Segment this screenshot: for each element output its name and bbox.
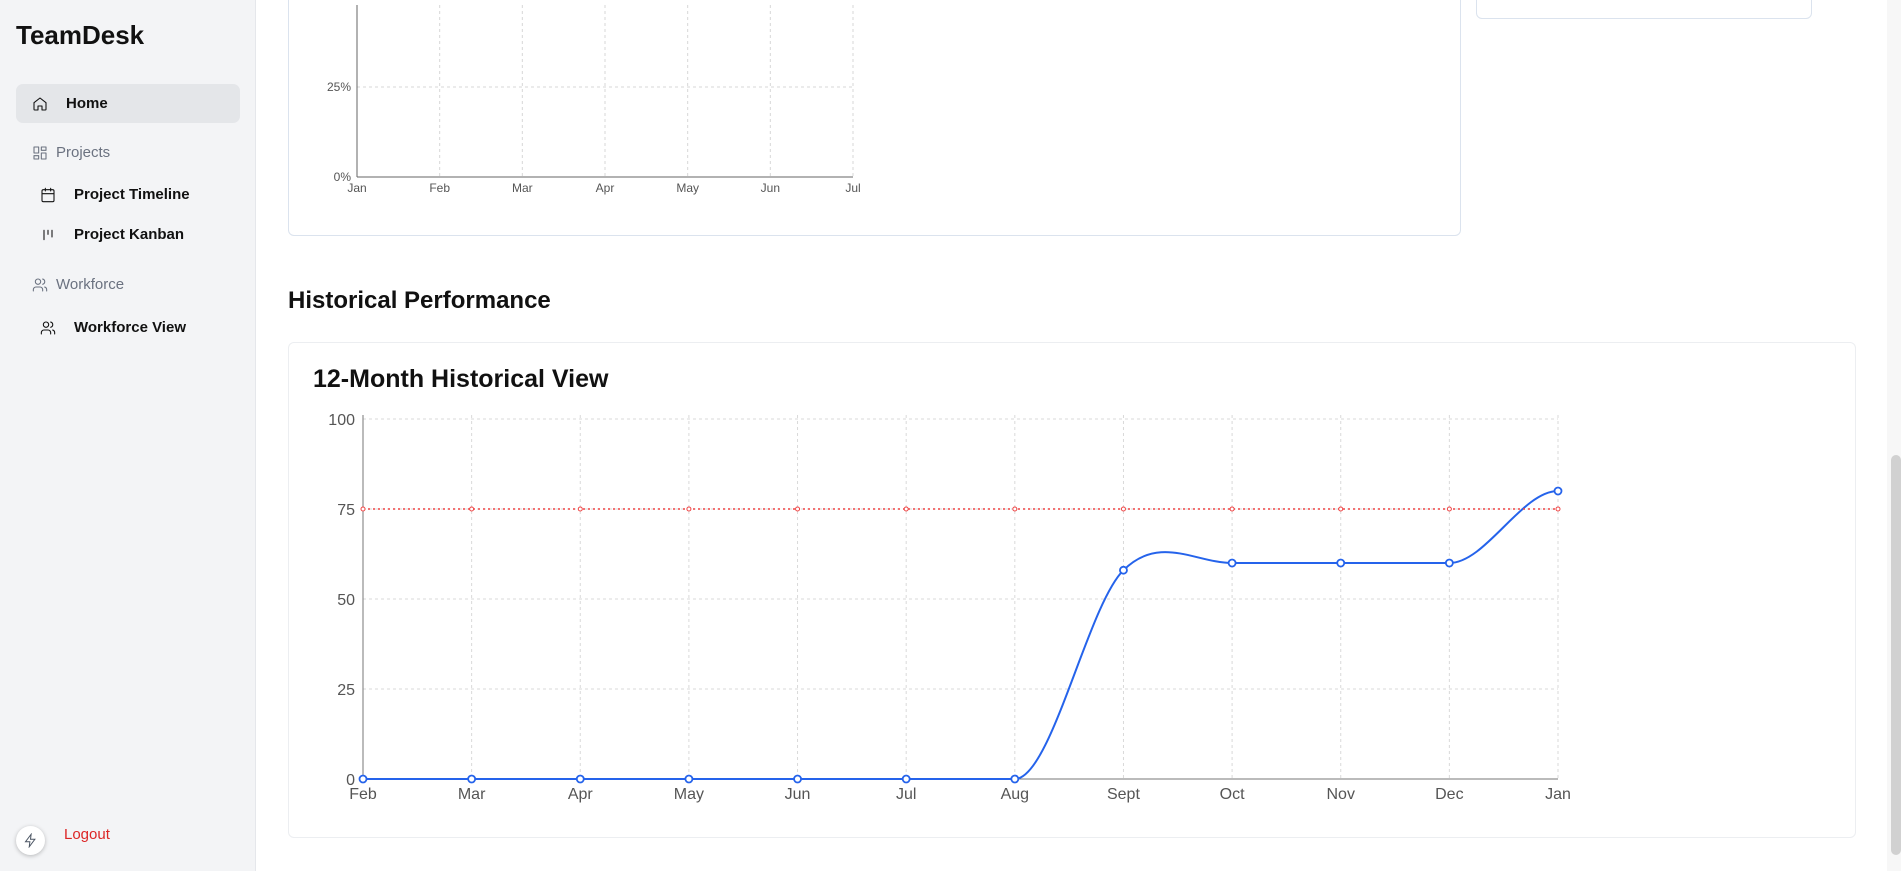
main-content: Jan Feb Mar Apr May Jun Jul 0% 25% Historical Pe… [256, 0, 1901, 871]
home-icon [33, 96, 47, 111]
users-icon [32, 277, 48, 292]
logout-link[interactable]: Logout [64, 826, 110, 843]
section-label: Projects [56, 144, 111, 161]
x-tick-label: Apr [596, 181, 615, 195]
y-tick-label: 25 [337, 682, 355, 699]
sidebar-section-workforce: Workforce [32, 276, 124, 293]
x-tick-label: Jul [845, 181, 860, 195]
y-tick-label: 50 [337, 592, 355, 609]
x-tick-label: Jan [347, 181, 366, 195]
data-point [1010, 774, 1020, 784]
x-tick-label: Jul [896, 786, 916, 803]
series-line-performance [363, 490, 1559, 780]
y-tick-label: 100 [328, 412, 355, 429]
sidebar-item-label: Workforce View [74, 319, 186, 336]
data-point [1119, 565, 1128, 575]
data-point [1227, 558, 1237, 568]
target-point [686, 506, 692, 512]
sidebar-section-projects: Projects [32, 144, 110, 161]
x-tick-label: Jun [785, 786, 811, 803]
data-point [1336, 558, 1346, 568]
target-point [1446, 506, 1452, 512]
x-tick-label: Mar [512, 181, 533, 195]
x-tick-label: Mar [458, 786, 486, 803]
target-point [903, 506, 909, 512]
target-point [1229, 506, 1235, 512]
section-title: Historical Performance [288, 287, 551, 314]
target-point [795, 506, 801, 512]
x-tick-label: May [676, 181, 699, 195]
target-point [360, 506, 366, 512]
x-tick-label: Nov [1327, 786, 1355, 803]
sidebar-item-label: Project Timeline [74, 186, 190, 203]
data-point [358, 774, 368, 784]
sidebar: TeamDesk Home Projects Project Timeline … [0, 0, 256, 871]
section-label: Workforce [56, 276, 125, 293]
x-tick-label: Aug [1001, 786, 1029, 803]
x-tick-label: Jun [761, 181, 780, 195]
x-tick-label: Feb [349, 786, 377, 803]
target-point [1012, 506, 1018, 512]
bolt-icon [24, 833, 36, 848]
sidebar-item-label: Project Kanban [74, 226, 185, 243]
data-point [901, 774, 911, 784]
target-point [1120, 506, 1126, 512]
data-point [467, 774, 477, 784]
right-card [1476, 0, 1812, 19]
x-tick-label: May [674, 786, 704, 803]
data-point [793, 774, 802, 784]
target-point [577, 506, 583, 512]
x-tick-label: Oct [1220, 786, 1245, 803]
top-chart: Jan Feb Mar Apr May Jun Jul 0% 25% [327, 5, 861, 195]
data-point [575, 774, 585, 784]
sidebar-item-project-timeline[interactable]: Project Timeline [40, 186, 190, 203]
y-tick-label: 75 [337, 502, 355, 519]
target-point [1338, 506, 1344, 512]
x-tick-label: Sept [1107, 786, 1140, 803]
data-point [1444, 558, 1454, 568]
data-point [684, 774, 694, 784]
sidebar-item-workforce-view[interactable]: Workforce View [40, 319, 186, 336]
historical-chart-card: 12-Month Historical View Feb Mar Apr May Jun… [288, 342, 1856, 838]
grid-icon [33, 145, 47, 160]
data-point [1553, 486, 1563, 496]
target-point [1555, 506, 1561, 512]
y-tick-label: 0% [334, 170, 352, 184]
users-icon [40, 320, 56, 335]
brand-logo: TeamDesk [16, 20, 145, 50]
x-tick-label: Apr [568, 786, 594, 803]
y-tick-label: 0 [346, 772, 355, 789]
x-tick-label: Dec [1435, 786, 1463, 803]
y-tick-label: 25% [327, 80, 351, 94]
top-chart-card: Jan Feb Mar Apr May Jun Jul 0% 25% [288, 0, 1461, 236]
x-tick-label: Jan [1545, 786, 1571, 803]
historical-chart: Feb Mar Apr May Jun Jul Aug Sept Oct Nov Dec Jan 0 25… [328, 412, 1571, 803]
sidebar-item-label: Home [66, 95, 108, 112]
chart-title: 12-Month Historical View [313, 365, 609, 393]
logout-icon-button[interactable] [16, 826, 45, 855]
sidebar-item-home[interactable]: Home [16, 84, 240, 123]
calendar-icon [41, 187, 55, 202]
target-point [469, 506, 475, 512]
sidebar-item-project-kanban[interactable]: Project Kanban [40, 226, 184, 243]
x-tick-label: Feb [429, 181, 450, 195]
kanban-icon [43, 229, 53, 240]
scrollbar-thumb[interactable] [1891, 455, 1901, 855]
